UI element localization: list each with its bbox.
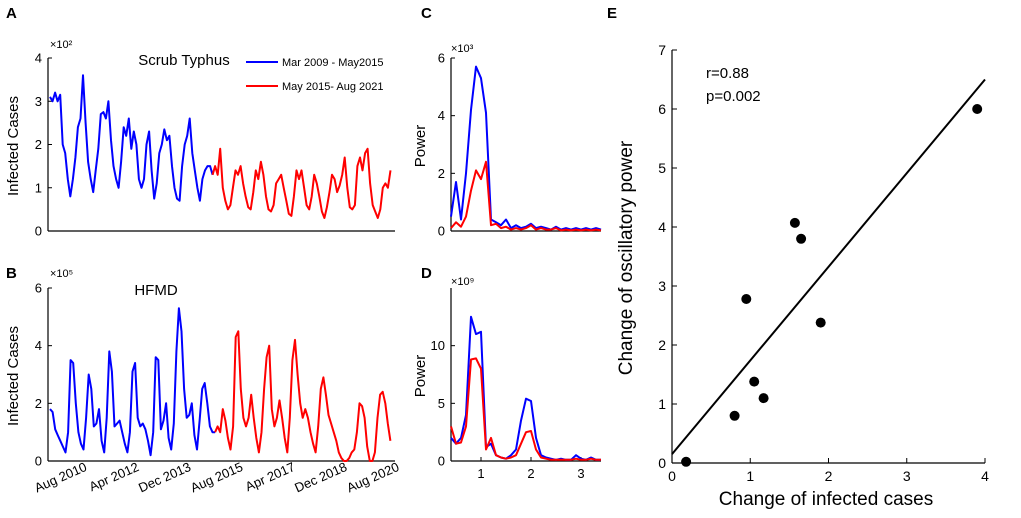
panel-d-series-red <box>450 357 601 461</box>
scatter-point <box>796 233 807 244</box>
scatter-point <box>749 376 760 387</box>
panel-e-xlabel: Change of infected cases <box>719 489 933 510</box>
panel-e-letter: E <box>607 5 617 22</box>
panel-e-y-tick-label: 1 <box>658 396 666 412</box>
panel-b-yscale: ×10⁵ <box>50 268 73 280</box>
panel-b-x-tick-label: Apr 2012 <box>87 459 141 494</box>
annotation-r: r=0.88 <box>706 65 749 82</box>
panel-c-letter: C <box>421 5 432 22</box>
panel-c-lines <box>450 65 602 232</box>
legend-label-red: May 2015- Aug 2021 <box>282 81 384 93</box>
panel-a-axes: 0 1 2 3 4 <box>35 51 395 239</box>
panel-a-letter: A <box>6 5 17 22</box>
panel-e-y-tick-label: 0 <box>658 455 666 471</box>
panel-e-x-tick-label: 3 <box>903 468 911 484</box>
panel-e-y-tick-label: 2 <box>658 337 666 353</box>
panel-b-x-tick-label: Dec 2018 <box>292 459 349 495</box>
panel-e-x-tick-label: 1 <box>746 468 754 484</box>
panel-e-x-tick-label: 0 <box>668 468 676 484</box>
panel-a-series-blue <box>49 74 214 202</box>
panel-a-y-tick-label: 0 <box>35 224 42 239</box>
panel-c: C ×10³ Power 0 2 4 6 <box>412 5 602 239</box>
panel-b-y-tick-label: 0 <box>35 454 42 469</box>
annotation-p: p=0.002 <box>706 88 761 105</box>
panel-b-y-tick-label: 6 <box>35 281 42 296</box>
panel-a-series-red <box>211 147 392 219</box>
panel-b-title: HFMD <box>134 282 177 299</box>
panel-a-ylabel: Infected Cases <box>5 96 22 196</box>
panel-a: A ×10² Infected Cases Scrub Typhus 0 1 2 3 4… <box>5 5 395 239</box>
scatter-point <box>681 456 692 467</box>
regression-line <box>671 78 986 455</box>
panel-c-series-blue <box>450 65 602 231</box>
panel-e-y-tick-label: 4 <box>658 219 666 235</box>
legend-label-blue: Mar 2009 - May2015 <box>282 57 384 69</box>
panel-c-yscale: ×10³ <box>451 43 474 55</box>
panel-e-y-tick-label: 7 <box>658 42 666 58</box>
panel-d-x-tick-label: 1 <box>477 466 484 481</box>
panel-a-y-tick-label: 1 <box>35 180 42 195</box>
panel-d-letter: D <box>421 265 432 282</box>
scatter-point <box>789 217 800 228</box>
panel-a-y-tick-label: 3 <box>35 94 42 109</box>
panel-b-ylabel: Infected Cases <box>5 326 22 426</box>
panel-e-y-tick-label: 6 <box>658 101 666 117</box>
panel-e-axes: 0 1 2 3 4 5 6 7 0 1 2 3 4 <box>658 42 989 484</box>
panel-b-lines <box>49 307 392 462</box>
panel-e-y-tick-label: 5 <box>658 160 666 176</box>
panel-a-y-tick-label: 4 <box>35 51 42 66</box>
panel-d-ylabel: Power <box>412 355 429 398</box>
panel-c-series-red <box>450 160 602 232</box>
panel-d-series-blue <box>450 315 601 461</box>
panel-b-x-tick-label: Dec 2013 <box>136 459 193 495</box>
panel-b-x-tick-label: Aug 2015 <box>188 459 245 495</box>
scatter-point <box>815 317 826 328</box>
panel-b-y-tick-label: 4 <box>35 338 42 353</box>
scatter-point <box>758 393 769 404</box>
panel-d-yscale: ×10⁹ <box>451 276 474 288</box>
legend: Mar 2009 - May2015 May 2015- Aug 2021 <box>246 57 384 93</box>
panel-b-letter: B <box>6 265 17 282</box>
panel-b-x-tick-label: Apr 2017 <box>243 459 297 494</box>
panel-d-x-tick-label: 2 <box>527 466 534 481</box>
panel-d-y-tick-label: 5 <box>438 396 445 411</box>
panel-b-x-tick-label: Aug 2020 <box>344 459 401 495</box>
scatter-point <box>741 294 752 304</box>
panel-b-y-tick-label: 2 <box>35 396 42 411</box>
panel-e: E Change of oscillatory power Change of … <box>607 5 989 510</box>
panel-a-yscale: ×10² <box>50 39 73 51</box>
panel-d-lines <box>450 315 601 461</box>
panel-e-x-tick-label: 2 <box>825 468 833 484</box>
panel-d-y-tick-label: 10 <box>431 338 445 353</box>
panel-d-x-tick-label: 3 <box>577 466 584 481</box>
panel-d: D ×10⁹ Power 0 5 10 1 2 3 <box>412 265 601 481</box>
panel-d-y-tick-label: 0 <box>438 454 445 469</box>
panel-b-series-blue <box>49 307 216 457</box>
panel-c-axes: 0 2 4 6 <box>438 51 601 239</box>
panel-b-series-red <box>214 330 392 462</box>
panel-c-y-tick-label: 6 <box>438 51 445 66</box>
panel-c-ylabel: Power <box>412 125 429 168</box>
panel-a-lines <box>49 74 392 219</box>
panel-a-title: Scrub Typhus <box>138 52 229 69</box>
panel-e-x-tick-label: 4 <box>981 468 989 484</box>
panel-c-y-tick-label: 0 <box>438 224 445 239</box>
panel-d-axes: 0 5 10 1 2 3 <box>431 288 601 481</box>
panel-e-ylabel: Change of oscillatory power <box>616 140 637 375</box>
panel-c-y-tick-label: 4 <box>438 108 445 123</box>
panel-a-y-tick-label: 2 <box>35 137 42 152</box>
panel-e-marks <box>671 78 986 467</box>
panel-c-y-tick-label: 2 <box>438 166 445 181</box>
scatter-point <box>729 410 740 421</box>
panel-e-y-tick-label: 3 <box>658 278 666 294</box>
scatter-point <box>972 104 983 114</box>
